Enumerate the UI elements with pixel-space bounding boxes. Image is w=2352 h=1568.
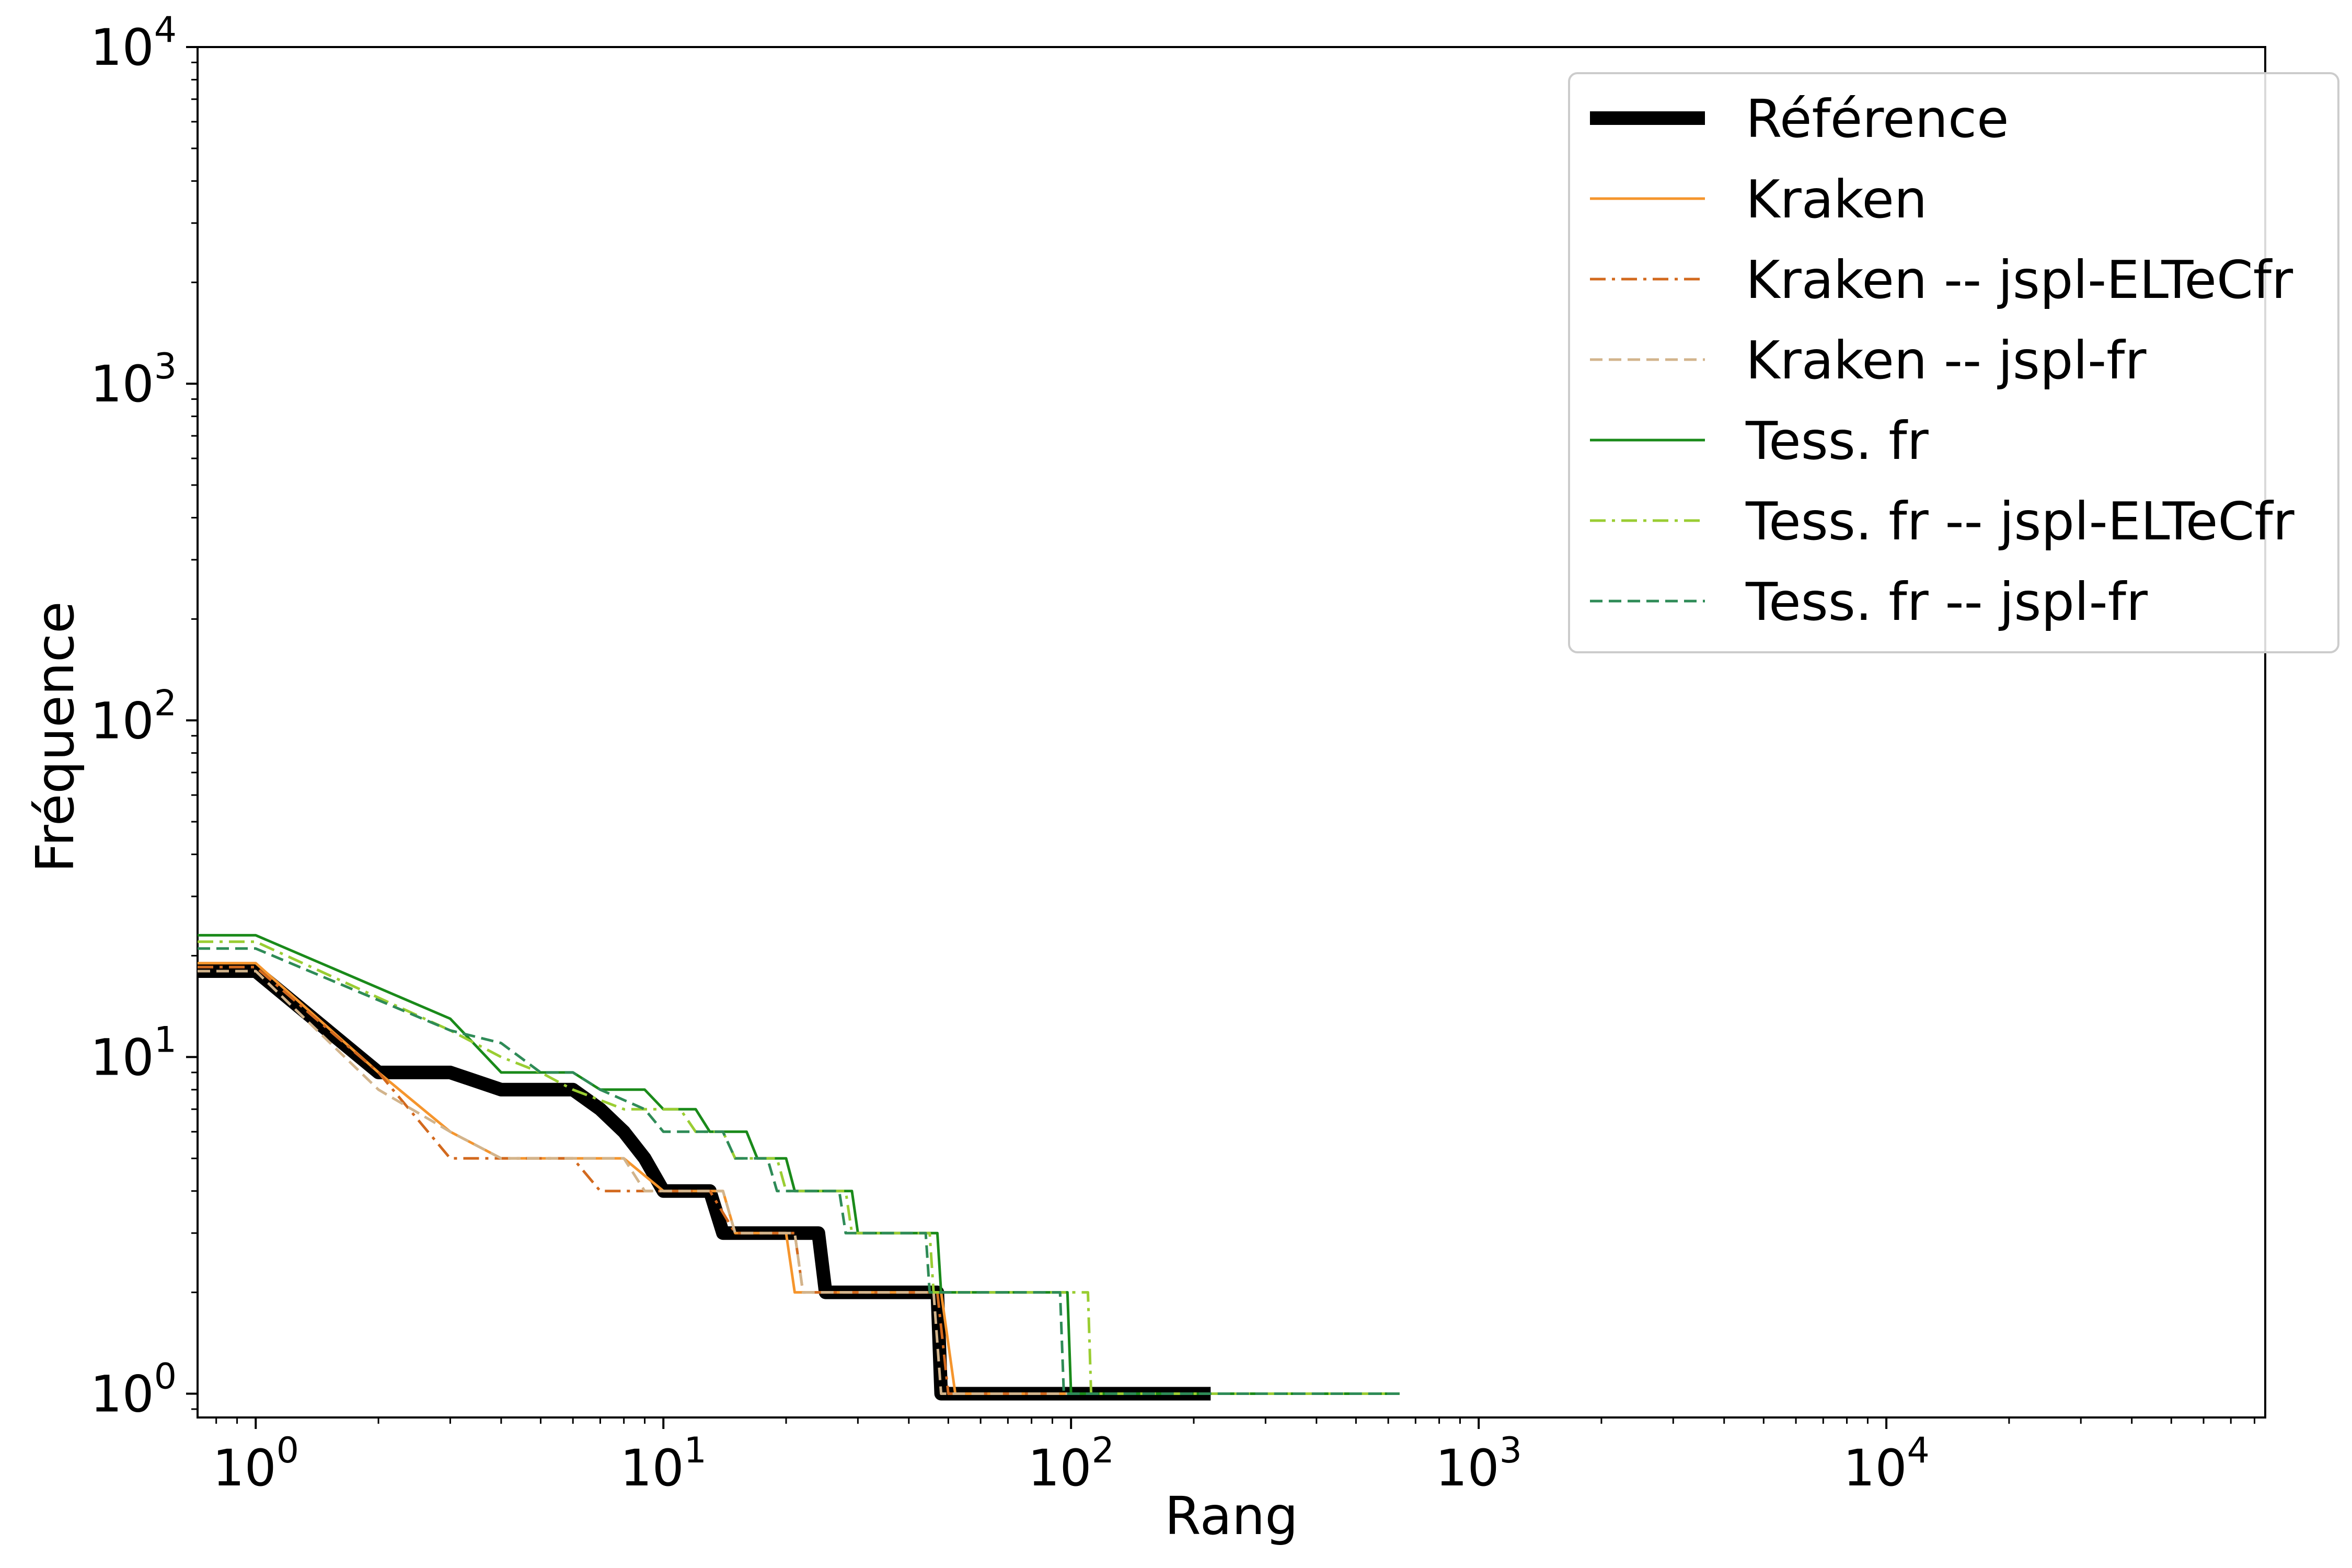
y-tick-base: 10 [90,1365,154,1424]
y-tick-exponent: 3 [154,346,177,387]
y-tick-base: 10 [90,18,154,77]
series-line-1 [198,962,1211,1395]
series-line-3 [198,970,1211,1395]
series-line-5 [198,940,1400,1395]
x-tick-label: 101 [620,1430,707,1497]
y-tick-exponent: 4 [154,9,177,51]
legend: Référence Kraken Kraken -- jspl-ELTeCfr Kra… [1568,72,2339,653]
x-tick-label: 104 [1843,1430,1929,1497]
y-tick-exponent: 2 [154,683,177,724]
legend-label: Référence [1746,88,2009,149]
x-tick-base: 10 [620,1439,684,1497]
x-axis-ticks: 100 101 102 103 104 [213,1417,2255,1497]
x-tick-exponent: 2 [1092,1430,1114,1471]
y-tick-label: 101 [90,1019,177,1087]
x-tick-base: 10 [1435,1439,1499,1497]
legend-label: Kraken -- jspl-fr [1746,330,2147,391]
series-line-6 [198,947,1400,1395]
legend-label: Kraken -- jspl-ELTeCfr [1746,249,2293,310]
y-tick-label: 102 [90,683,177,750]
x-tick-base: 10 [1028,1439,1091,1497]
series-layer [198,933,1400,1401]
legend-label: Tess. fr -- jspl-ELTeCfr [1745,491,2295,552]
legend-label: Kraken [1746,169,1927,230]
y-tick-label: 100 [90,1356,177,1424]
series-line-0 [198,964,1211,1401]
x-tick-base: 10 [1843,1439,1907,1497]
x-tick-exponent: 4 [1907,1430,1930,1471]
y-tick-exponent: 0 [154,1356,177,1398]
series-line-4 [198,933,1400,1395]
y-tick-base: 10 [90,691,154,750]
x-tick-base: 10 [213,1439,276,1497]
x-tick-exponent: 1 [684,1430,707,1471]
x-tick-label: 103 [1435,1430,1521,1497]
legend-label: Tess. fr [1745,410,1929,471]
x-tick-label: 102 [1028,1430,1114,1497]
series-line-2 [198,965,1211,1395]
x-tick-exponent: 0 [276,1430,299,1471]
legend-box [1568,72,2339,653]
x-tick-label: 100 [213,1430,299,1497]
legend-entries: Référence Kraken Kraken -- jspl-ELTeCfr Kra… [1590,88,2295,632]
y-tick-base: 10 [90,1028,154,1087]
y-tick-exponent: 1 [154,1019,177,1060]
x-axis-label: Rang [1165,1485,1298,1547]
y-axis-label: Fréquence [25,602,86,873]
plot-area-border [197,46,2266,1419]
y-tick-label: 103 [90,346,177,413]
y-tick-base: 10 [90,355,154,413]
x-tick-exponent: 3 [1500,1430,1522,1471]
legend-label: Tess. fr -- jspl-fr [1745,571,2148,632]
y-tick-label: 104 [90,9,177,77]
